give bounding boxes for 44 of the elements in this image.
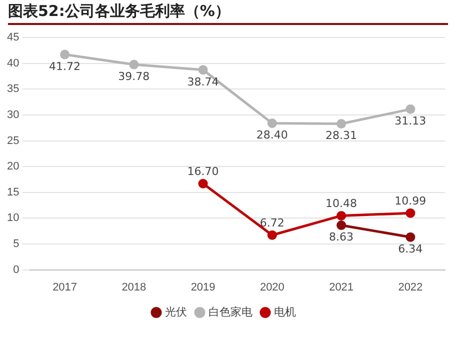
y-tick-label: 45 xyxy=(6,32,20,44)
data-label: 28.40 xyxy=(256,128,288,142)
legend-label: 白色家电 xyxy=(208,306,252,319)
data-label: 16.70 xyxy=(187,164,219,178)
data-label: 38.74 xyxy=(187,75,219,88)
y-tick-label: 20 xyxy=(6,160,20,173)
point xyxy=(129,60,139,70)
point xyxy=(406,232,416,242)
y-tick-label: 0 xyxy=(13,264,20,276)
data-label: 31.13 xyxy=(394,114,426,128)
point xyxy=(198,65,208,75)
x-tick-label: 2018 xyxy=(122,281,146,294)
data-label: 8.63 xyxy=(329,230,354,244)
point xyxy=(267,118,277,128)
x-tick-label: 2022 xyxy=(398,281,423,294)
point xyxy=(336,118,346,128)
x-tick-label: 2021 xyxy=(329,281,354,294)
point xyxy=(406,104,416,114)
legend-label: 电机 xyxy=(274,306,296,319)
point xyxy=(406,208,416,218)
chart-title: 图表52:公司各业务毛利率（%） xyxy=(8,2,448,25)
data-label: 6.72 xyxy=(260,216,284,230)
y-tick-label: 40 xyxy=(6,57,20,70)
y-tick-label: 25 xyxy=(6,134,20,147)
data-label: 6.34 xyxy=(398,242,423,256)
x-tick-label: 2017 xyxy=(52,281,78,294)
data-label: 28.31 xyxy=(326,129,358,142)
data-label: 41.72 xyxy=(49,60,81,73)
point xyxy=(198,178,208,188)
point xyxy=(336,220,346,230)
x-tick-label: 2020 xyxy=(260,281,284,294)
data-label: 39.78 xyxy=(118,70,150,83)
y-tick-label: 30 xyxy=(6,109,20,122)
x-tick-label: 2019 xyxy=(190,281,216,294)
data-label: 10.48 xyxy=(326,197,358,210)
point xyxy=(267,230,277,240)
y-tick-label: 5 xyxy=(13,238,20,250)
y-tick-label: 35 xyxy=(6,83,20,96)
y-tick-label: 10 xyxy=(6,212,20,224)
point xyxy=(60,50,70,60)
data-label: 10.99 xyxy=(394,194,426,208)
point xyxy=(336,210,346,220)
legend-label: 光伏 xyxy=(164,306,187,319)
y-tick-label: 15 xyxy=(6,186,20,198)
